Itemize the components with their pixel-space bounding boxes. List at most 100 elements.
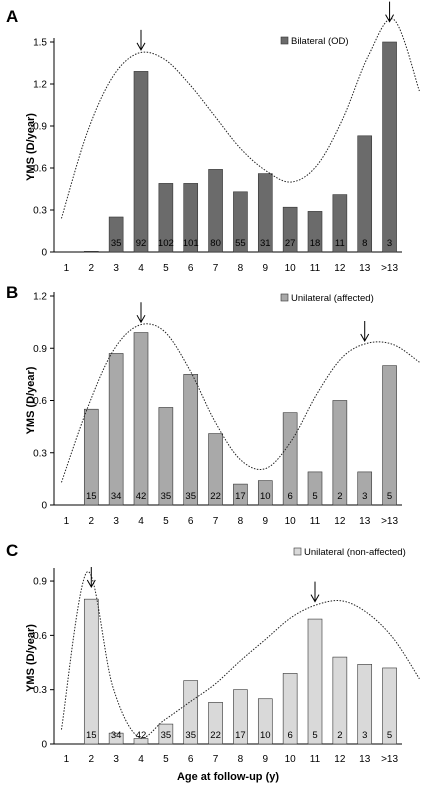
panel-c-bar [233, 689, 248, 745]
panel-b-x-tick-label: 13 [359, 516, 371, 527]
panel-a-n-label: 11 [335, 238, 345, 249]
panel-a-bar [158, 183, 174, 253]
panel-a-x-tick-label: 4 [138, 263, 144, 274]
panel-c-n-label: 5 [387, 730, 392, 741]
panel-c-x-tick-label: >13 [381, 754, 398, 765]
panel-b-n-label: 2 [337, 491, 342, 502]
panel-c-n-label: 6 [287, 730, 292, 741]
panel-c-bar [158, 723, 174, 745]
panel-a-bar [257, 173, 273, 253]
panel-b-y-axis-title: YMS (D/year) [25, 366, 37, 434]
panel-c-n-label: 34 [111, 730, 122, 741]
panel-c-x-tick-label: 11 [310, 754, 321, 765]
panel-b-n-label: 34 [111, 491, 122, 502]
panel-a-n-label: 18 [310, 238, 321, 249]
panel-b-x-tick-label: 4 [138, 516, 144, 527]
panel-b-bar [158, 407, 174, 506]
panel-b-y-tick-label: 0.3 [33, 448, 47, 459]
panel-a-bar [208, 169, 223, 253]
panel-a-x-tick-label: 1 [64, 263, 70, 274]
panel-a-y-tick-label: 0 [41, 248, 47, 259]
panel-b-x-tick-label: 9 [263, 516, 269, 527]
panel-c-n-label: 17 [235, 730, 246, 741]
panel-a-n-label: 80 [210, 238, 221, 249]
panel-a-x-tick-label: 10 [285, 263, 297, 274]
panel-b-arrow-icon [360, 320, 370, 342]
panel-b-bar [233, 483, 248, 506]
panel-b-n-label: 10 [260, 491, 271, 502]
panel-c-x-tick-label: 8 [238, 754, 244, 765]
panel-b-n-label: 35 [185, 491, 196, 502]
panel-c-bar [183, 680, 199, 745]
panel-a-x-tick-label: 7 [213, 263, 219, 274]
panel-c-y-tick-label: 0.9 [33, 577, 47, 588]
panel-b-y-tick-label: 0 [41, 501, 47, 512]
panel-c-n-label: 22 [210, 730, 221, 741]
panel-a-bar [357, 135, 373, 253]
panel-b-bar [332, 400, 348, 506]
panel-c-bar [382, 667, 397, 745]
panel-a-bar [183, 183, 199, 253]
panel-c-y-tick-label: 0 [41, 740, 47, 751]
panel-a-x-tick-label: 2 [89, 263, 95, 274]
panel-a-fit-curve [60, 18, 420, 219]
panel-a-x-tick-label: 11 [310, 263, 321, 274]
panel-b-n-label: 6 [287, 491, 292, 502]
panel-c-bar [83, 598, 99, 745]
panel-c-legend-swatch [293, 547, 302, 556]
panel-b-bar [133, 332, 149, 506]
panel-c-x-tick-label: 5 [163, 754, 169, 765]
panel-b-x-tick-label: 2 [89, 516, 95, 527]
panel-c-n-label: 35 [185, 730, 196, 741]
panel-b-x-tick-label: 1 [64, 516, 70, 527]
panel-b-n-label: 15 [86, 491, 97, 502]
panel-b-n-label: 3 [362, 491, 367, 502]
panel-c-x-tick-label: 12 [334, 754, 346, 765]
panel-b-x-tick-label: >13 [381, 516, 398, 527]
panel-c-arrow-icon [310, 581, 320, 603]
panel-b-bar [257, 480, 273, 506]
panel-c-bar [332, 656, 348, 745]
panel-a-n-label: 31 [260, 238, 271, 249]
panel-a-x-tick-label: 12 [334, 263, 346, 274]
panel-c-x-tick-label: 4 [138, 754, 144, 765]
panel-a-n-label: 102 [158, 238, 174, 249]
panel-c-bar [208, 702, 223, 745]
panel-c-bar [307, 618, 323, 745]
panel-a-x-tick-label: 5 [163, 263, 169, 274]
panel-a-n-label: 3 [387, 238, 392, 249]
panel-c-bar [357, 664, 373, 745]
panel-a-x-tick-label: 9 [263, 263, 269, 274]
panel-c-x-axis-title: Age at follow-up (y) [177, 771, 279, 783]
panel-b-n-label: 35 [161, 491, 172, 502]
panel-b-n-label: 42 [136, 491, 147, 502]
panel-c-bar [133, 738, 149, 745]
panel-a-arrow-icon [136, 29, 146, 51]
panel-a-x-tick-label: 8 [238, 263, 244, 274]
panel-a-legend-label: Bilateral (OD) [291, 36, 349, 47]
panel-b-x-tick-label: 12 [334, 516, 346, 527]
panel-a-bar [332, 194, 348, 253]
panel-a-x-tick-label: 6 [188, 263, 194, 274]
panel-b-bar [208, 433, 223, 506]
panel-a-bar [382, 41, 397, 253]
panel-b-bar [307, 471, 323, 506]
panel-c-y-tick-label: 0.6 [33, 631, 47, 642]
panel-a-letter: A [6, 7, 18, 26]
panel-c-arrow-icon [86, 567, 96, 589]
panel-c-x-tick-label: 3 [113, 754, 119, 765]
panel-b-y-tick-label: 0.9 [33, 344, 47, 355]
panel-c-x-tick-label: 13 [359, 754, 371, 765]
panel-b-x-tick-label: 11 [310, 516, 321, 527]
panel-a-n-label: 55 [235, 238, 246, 249]
panel-c-n-label: 2 [337, 730, 342, 741]
panel-b-n-label: 17 [235, 491, 246, 502]
panel-b-arrow-icon [136, 302, 146, 324]
panel-a-x-tick-label: >13 [381, 263, 398, 274]
panel-a-y-tick-label: 0.9 [33, 122, 47, 133]
panel-a-bar [233, 191, 248, 253]
panel-a-y-axis-title: YMS (D/year) [25, 113, 37, 181]
panel-c-x-tick-label: 7 [213, 754, 219, 765]
panel-a-y-tick-label: 1.5 [33, 38, 47, 49]
